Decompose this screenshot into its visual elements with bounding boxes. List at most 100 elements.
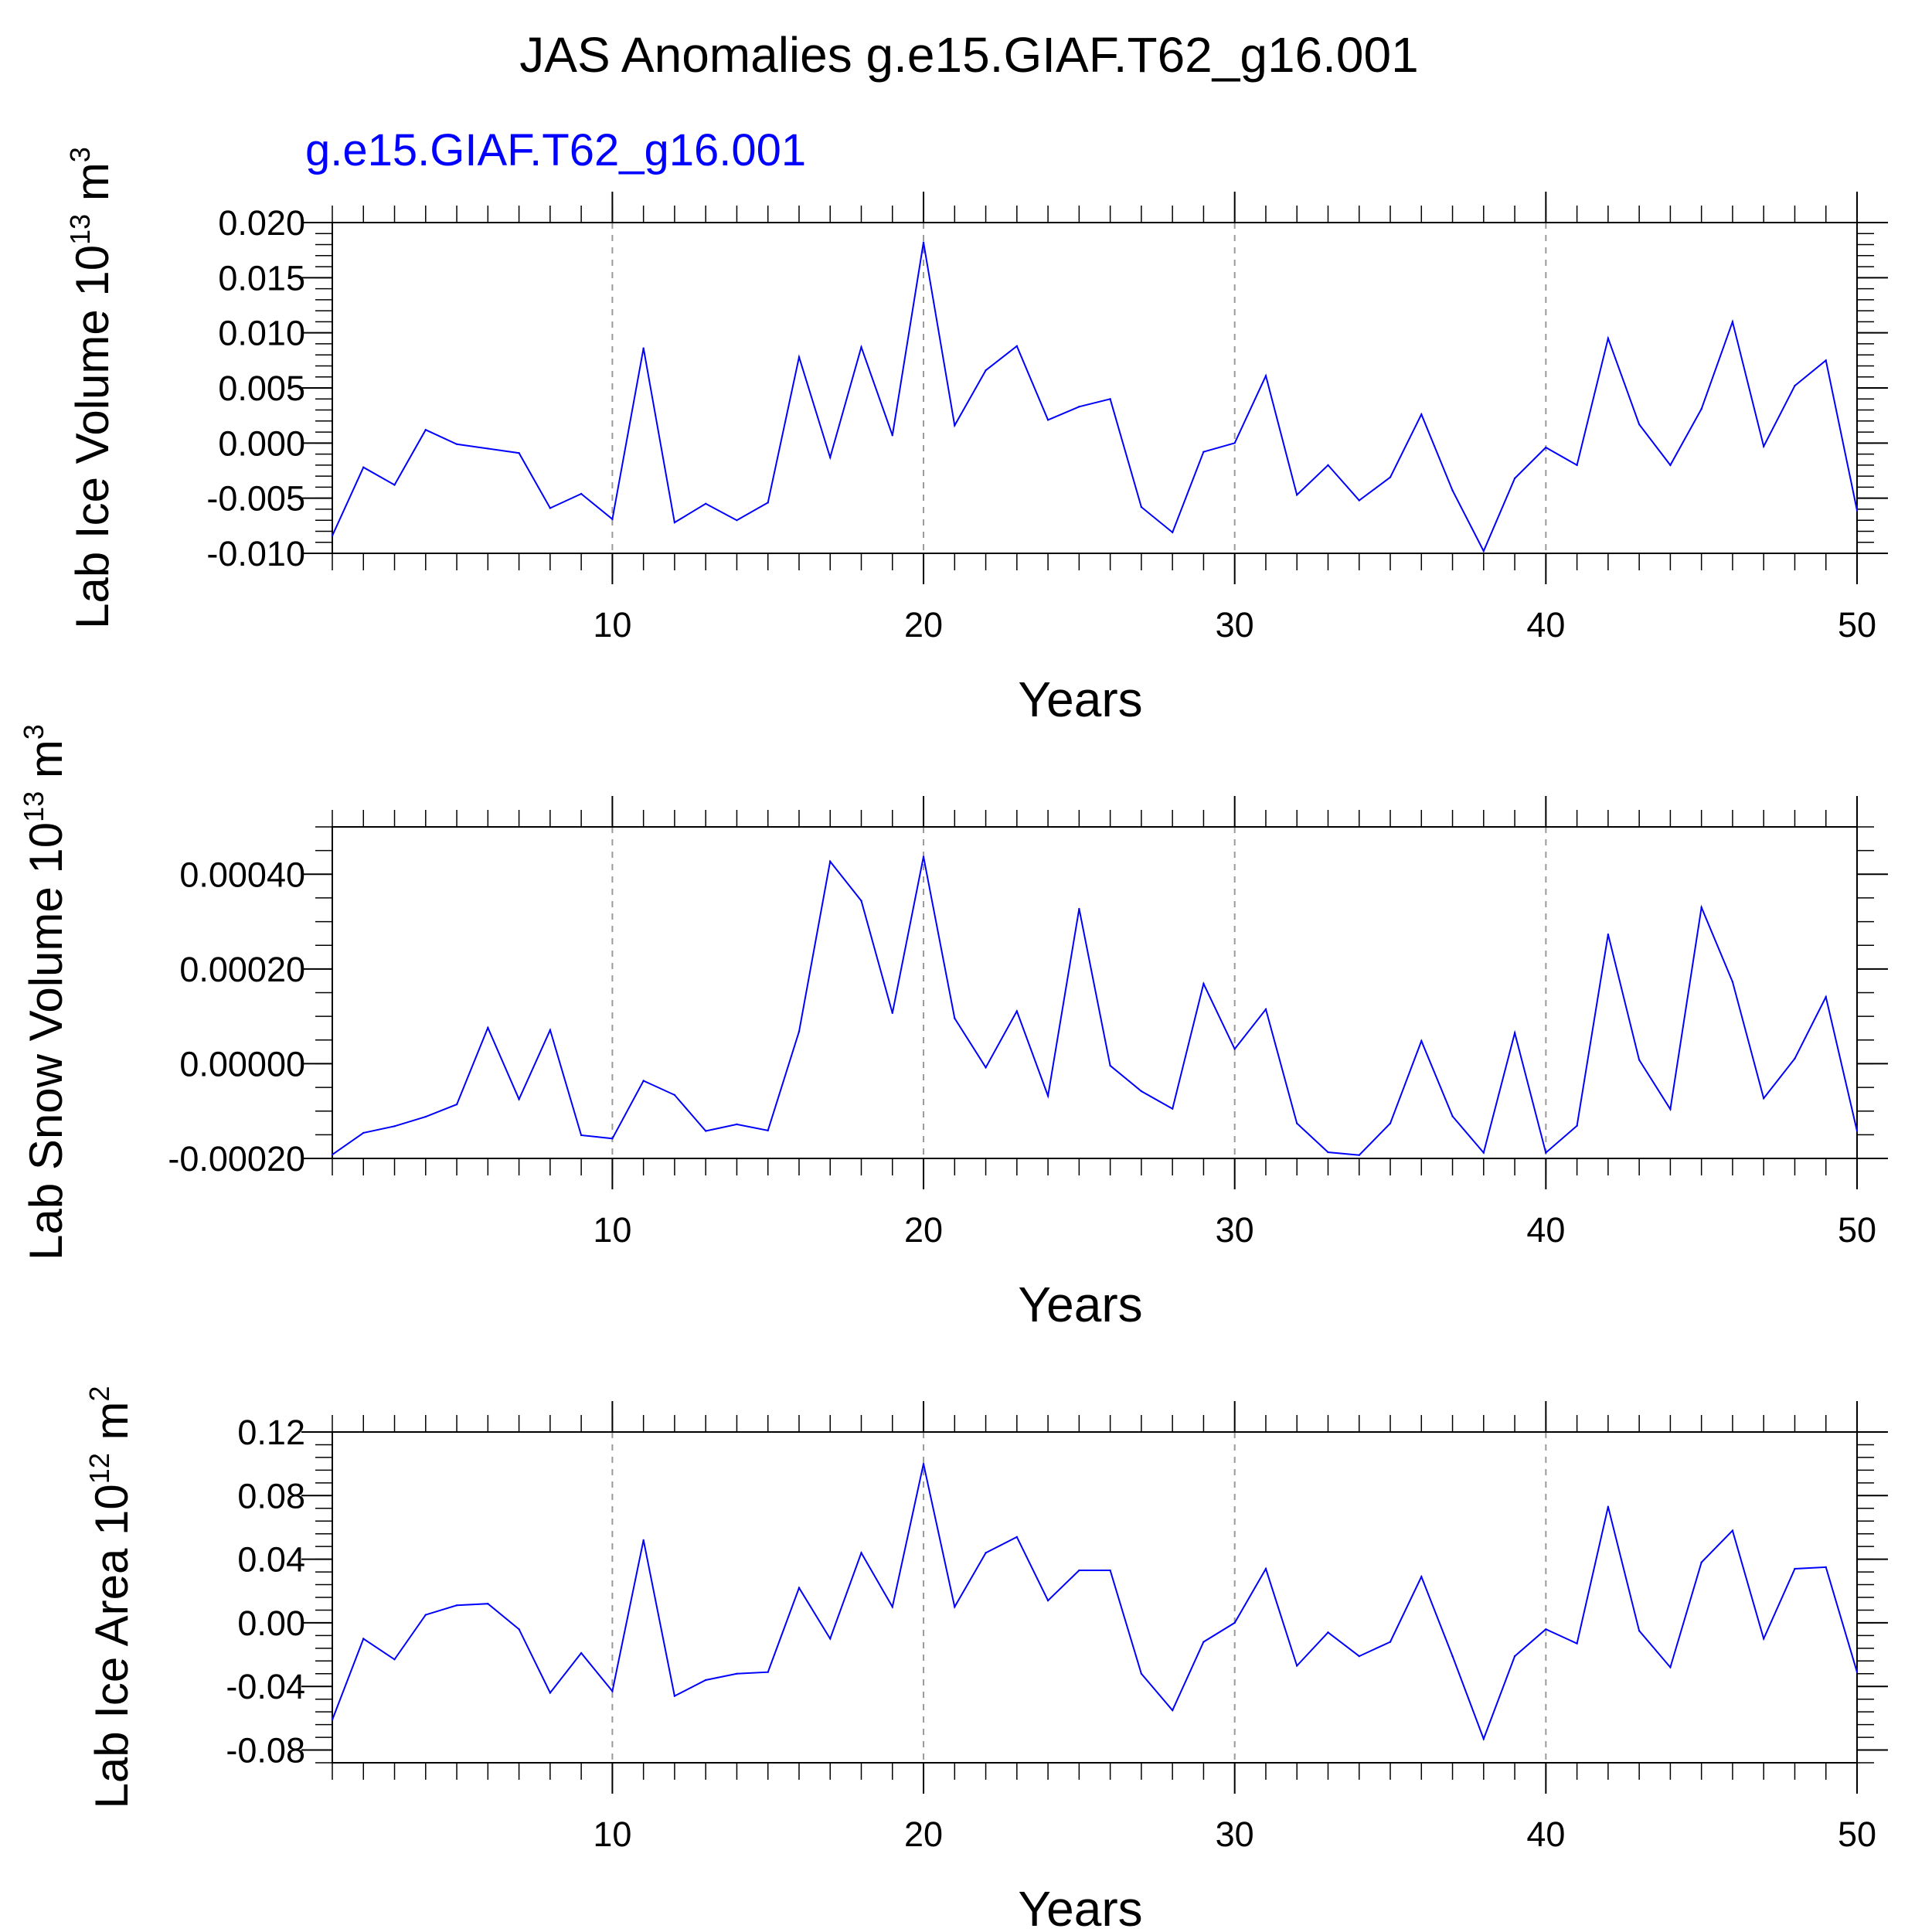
- panel-2: 10 20 30 40 50 -0.00020 0.00000 0.00020 0.00040 Y…: [18, 724, 1888, 1332]
- data-point: [580, 1134, 583, 1137]
- data-point: [1794, 1567, 1796, 1570]
- x-tick-label: 40: [1526, 605, 1565, 645]
- data-point: [1233, 1048, 1236, 1050]
- y-tick-label: 0.00040: [179, 855, 305, 894]
- data-point: [736, 519, 738, 522]
- data-point: [362, 1638, 365, 1640]
- data-point: [1731, 981, 1734, 983]
- data-point: [1482, 549, 1485, 553]
- plot-frame: [332, 826, 1858, 1159]
- data-point: [985, 1552, 987, 1554]
- figure-title: JAS Anomalies g.e15.GIAF.T62_g16.001: [519, 27, 1418, 83]
- y-tick-label: 0.04: [237, 1540, 305, 1580]
- data-point: [891, 1606, 893, 1608]
- y-tick-label: 0.00000: [179, 1044, 305, 1083]
- data-point: [518, 1098, 520, 1100]
- y-tick-label: -0.010: [206, 534, 305, 573]
- data-point: [487, 1603, 489, 1605]
- data-point: [580, 492, 583, 495]
- data-point: [1046, 1599, 1049, 1602]
- data-point: [424, 1115, 427, 1118]
- data-point: [673, 1695, 676, 1697]
- x-axis-label: Years: [1018, 1277, 1142, 1332]
- data-point: [1202, 1641, 1205, 1643]
- series-line: [332, 856, 1858, 1156]
- data-point: [1296, 1665, 1298, 1667]
- y-tick-label: 0.010: [218, 314, 305, 353]
- data-point: [1171, 1709, 1174, 1712]
- data-point: [798, 1587, 801, 1589]
- data-point: [1046, 419, 1049, 421]
- y-tick-label: 0.000: [218, 423, 305, 463]
- data-point: [1545, 1628, 1547, 1631]
- data-point: [954, 1017, 956, 1019]
- x-axis-label: Years: [1018, 672, 1142, 727]
- data-point: [518, 1628, 520, 1631]
- data-point: [1140, 1672, 1143, 1675]
- x-tick-label: 50: [1838, 605, 1876, 645]
- data-point: [1731, 1529, 1734, 1532]
- data-point: [331, 1153, 334, 1156]
- data-point: [1420, 1039, 1423, 1043]
- data-point: [1078, 907, 1080, 910]
- data-point: [954, 1606, 956, 1608]
- y-tick-label: 0.00020: [179, 950, 305, 989]
- data-point: [393, 1658, 396, 1661]
- data-point: [767, 502, 769, 504]
- panel-3: 10 20 30 40 50 -0.08 -0.04 0.00 0.04 0.08 0.12 Year…: [83, 1386, 1888, 1932]
- y-tick-label: 0.015: [218, 258, 305, 298]
- x-tick-label: 50: [1838, 1815, 1876, 1854]
- data-point: [1638, 1059, 1641, 1061]
- x-tick-label: 10: [593, 1210, 631, 1250]
- data-point: [362, 466, 365, 468]
- data-point: [1171, 531, 1174, 534]
- panel-subtitle: g.e15.GIAF.T62_g16.001: [305, 125, 806, 175]
- y-tick-label: 0.005: [218, 369, 305, 408]
- data-point: [1140, 1090, 1143, 1093]
- data-point: [736, 1123, 738, 1126]
- data-point: [673, 1094, 676, 1097]
- data-point: [798, 355, 801, 359]
- data-point: [736, 1672, 738, 1675]
- data-point: [1700, 407, 1702, 410]
- data-point: [922, 855, 925, 858]
- data-point: [549, 1692, 552, 1694]
- series-line: [332, 242, 1858, 553]
- data-point: [1358, 1154, 1360, 1156]
- data-point: [331, 1719, 334, 1721]
- y-tick-label: -0.08: [226, 1731, 305, 1770]
- data-point: [455, 443, 458, 445]
- data-point: [1451, 1115, 1454, 1117]
- data-point: [798, 1030, 801, 1032]
- data-point: [767, 1129, 769, 1132]
- data-point: [922, 241, 925, 243]
- data-point: [1327, 464, 1329, 467]
- data-point: [860, 1552, 862, 1554]
- data-point: [1607, 1505, 1610, 1508]
- data-point: [1264, 1008, 1267, 1011]
- data-point: [1109, 398, 1111, 400]
- y-tick-label: 0.00: [237, 1604, 305, 1643]
- data-point: [767, 1671, 769, 1673]
- y-tick-label: -0.005: [206, 479, 305, 519]
- data-point: [424, 1614, 427, 1616]
- y-tick-label: 0.08: [237, 1476, 305, 1515]
- data-point: [1669, 1666, 1672, 1668]
- data-point: [1015, 1536, 1019, 1539]
- data-point: [1763, 1638, 1765, 1640]
- data-point: [1046, 1094, 1049, 1097]
- plot-frame: [332, 1431, 1858, 1764]
- data-point: [1513, 1032, 1516, 1034]
- data-point: [1420, 1576, 1423, 1578]
- data-point: [393, 484, 396, 486]
- data-point: [455, 1604, 458, 1607]
- data-point: [1638, 423, 1641, 426]
- data-point: [1763, 445, 1765, 447]
- data-point: [1794, 384, 1796, 387]
- data-point: [1700, 1561, 1702, 1563]
- data-point: [673, 521, 676, 524]
- data-point: [860, 900, 862, 902]
- data-point: [1358, 499, 1360, 502]
- x-tick-label: 40: [1526, 1210, 1565, 1250]
- data-point: [1700, 906, 1702, 909]
